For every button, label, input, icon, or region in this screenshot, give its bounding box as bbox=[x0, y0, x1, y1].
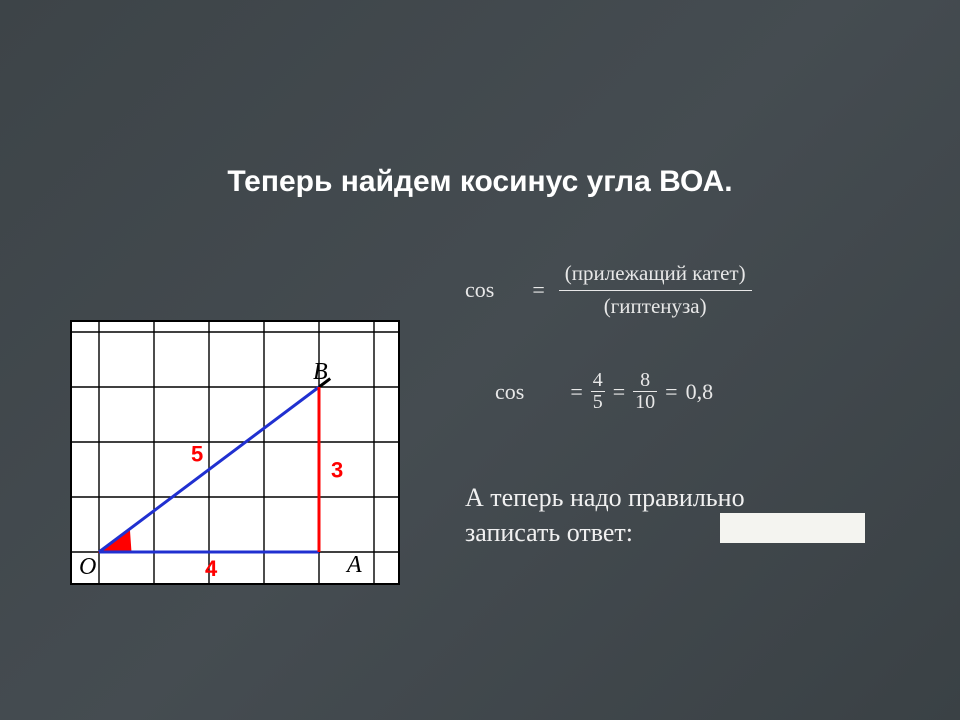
equals-sign: = bbox=[570, 379, 582, 405]
svg-text:3: 3 bbox=[331, 458, 343, 483]
cosine-definition: cos = (прилежащий катет) (гиптенуза) bbox=[465, 260, 752, 320]
frac-den: 10 bbox=[633, 391, 657, 413]
equals-sign: = bbox=[532, 277, 544, 303]
svg-text:4: 4 bbox=[205, 556, 218, 581]
frac-den: 5 bbox=[591, 391, 605, 413]
answer-line2: записать ответ: bbox=[465, 518, 633, 547]
svg-text:B: B bbox=[313, 359, 328, 385]
svg-text:5: 5 bbox=[191, 442, 203, 467]
slide-title: Теперь найдем косинус угла ВОА. bbox=[0, 165, 960, 199]
definition-fraction: (прилежащий катет) (гиптенуза) bbox=[559, 260, 752, 320]
frac-num: 4 bbox=[591, 370, 605, 391]
numerator-text: (прилежащий катет) bbox=[559, 260, 752, 290]
fraction-4-5: 4 5 bbox=[591, 370, 605, 413]
svg-text:O: O bbox=[79, 554, 96, 580]
equals-sign: = bbox=[613, 379, 625, 405]
equals-sign: = bbox=[665, 379, 677, 405]
cos-label: cos bbox=[465, 277, 494, 303]
frac-num: 8 bbox=[638, 370, 652, 391]
triangle-figure: O A B 5 3 4 bbox=[70, 320, 400, 585]
svg-text:A: A bbox=[345, 552, 362, 578]
cosine-calculation: cos = 4 5 = 8 10 = 0,8 bbox=[495, 370, 713, 413]
result-value: 0,8 bbox=[686, 379, 714, 405]
answer-blank-box bbox=[720, 513, 865, 543]
fraction-8-10: 8 10 bbox=[633, 370, 657, 413]
cos-label: cos bbox=[495, 379, 524, 405]
answer-line1: А теперь надо правильно bbox=[465, 483, 745, 512]
denominator-text: (гиптенуза) bbox=[559, 290, 752, 321]
